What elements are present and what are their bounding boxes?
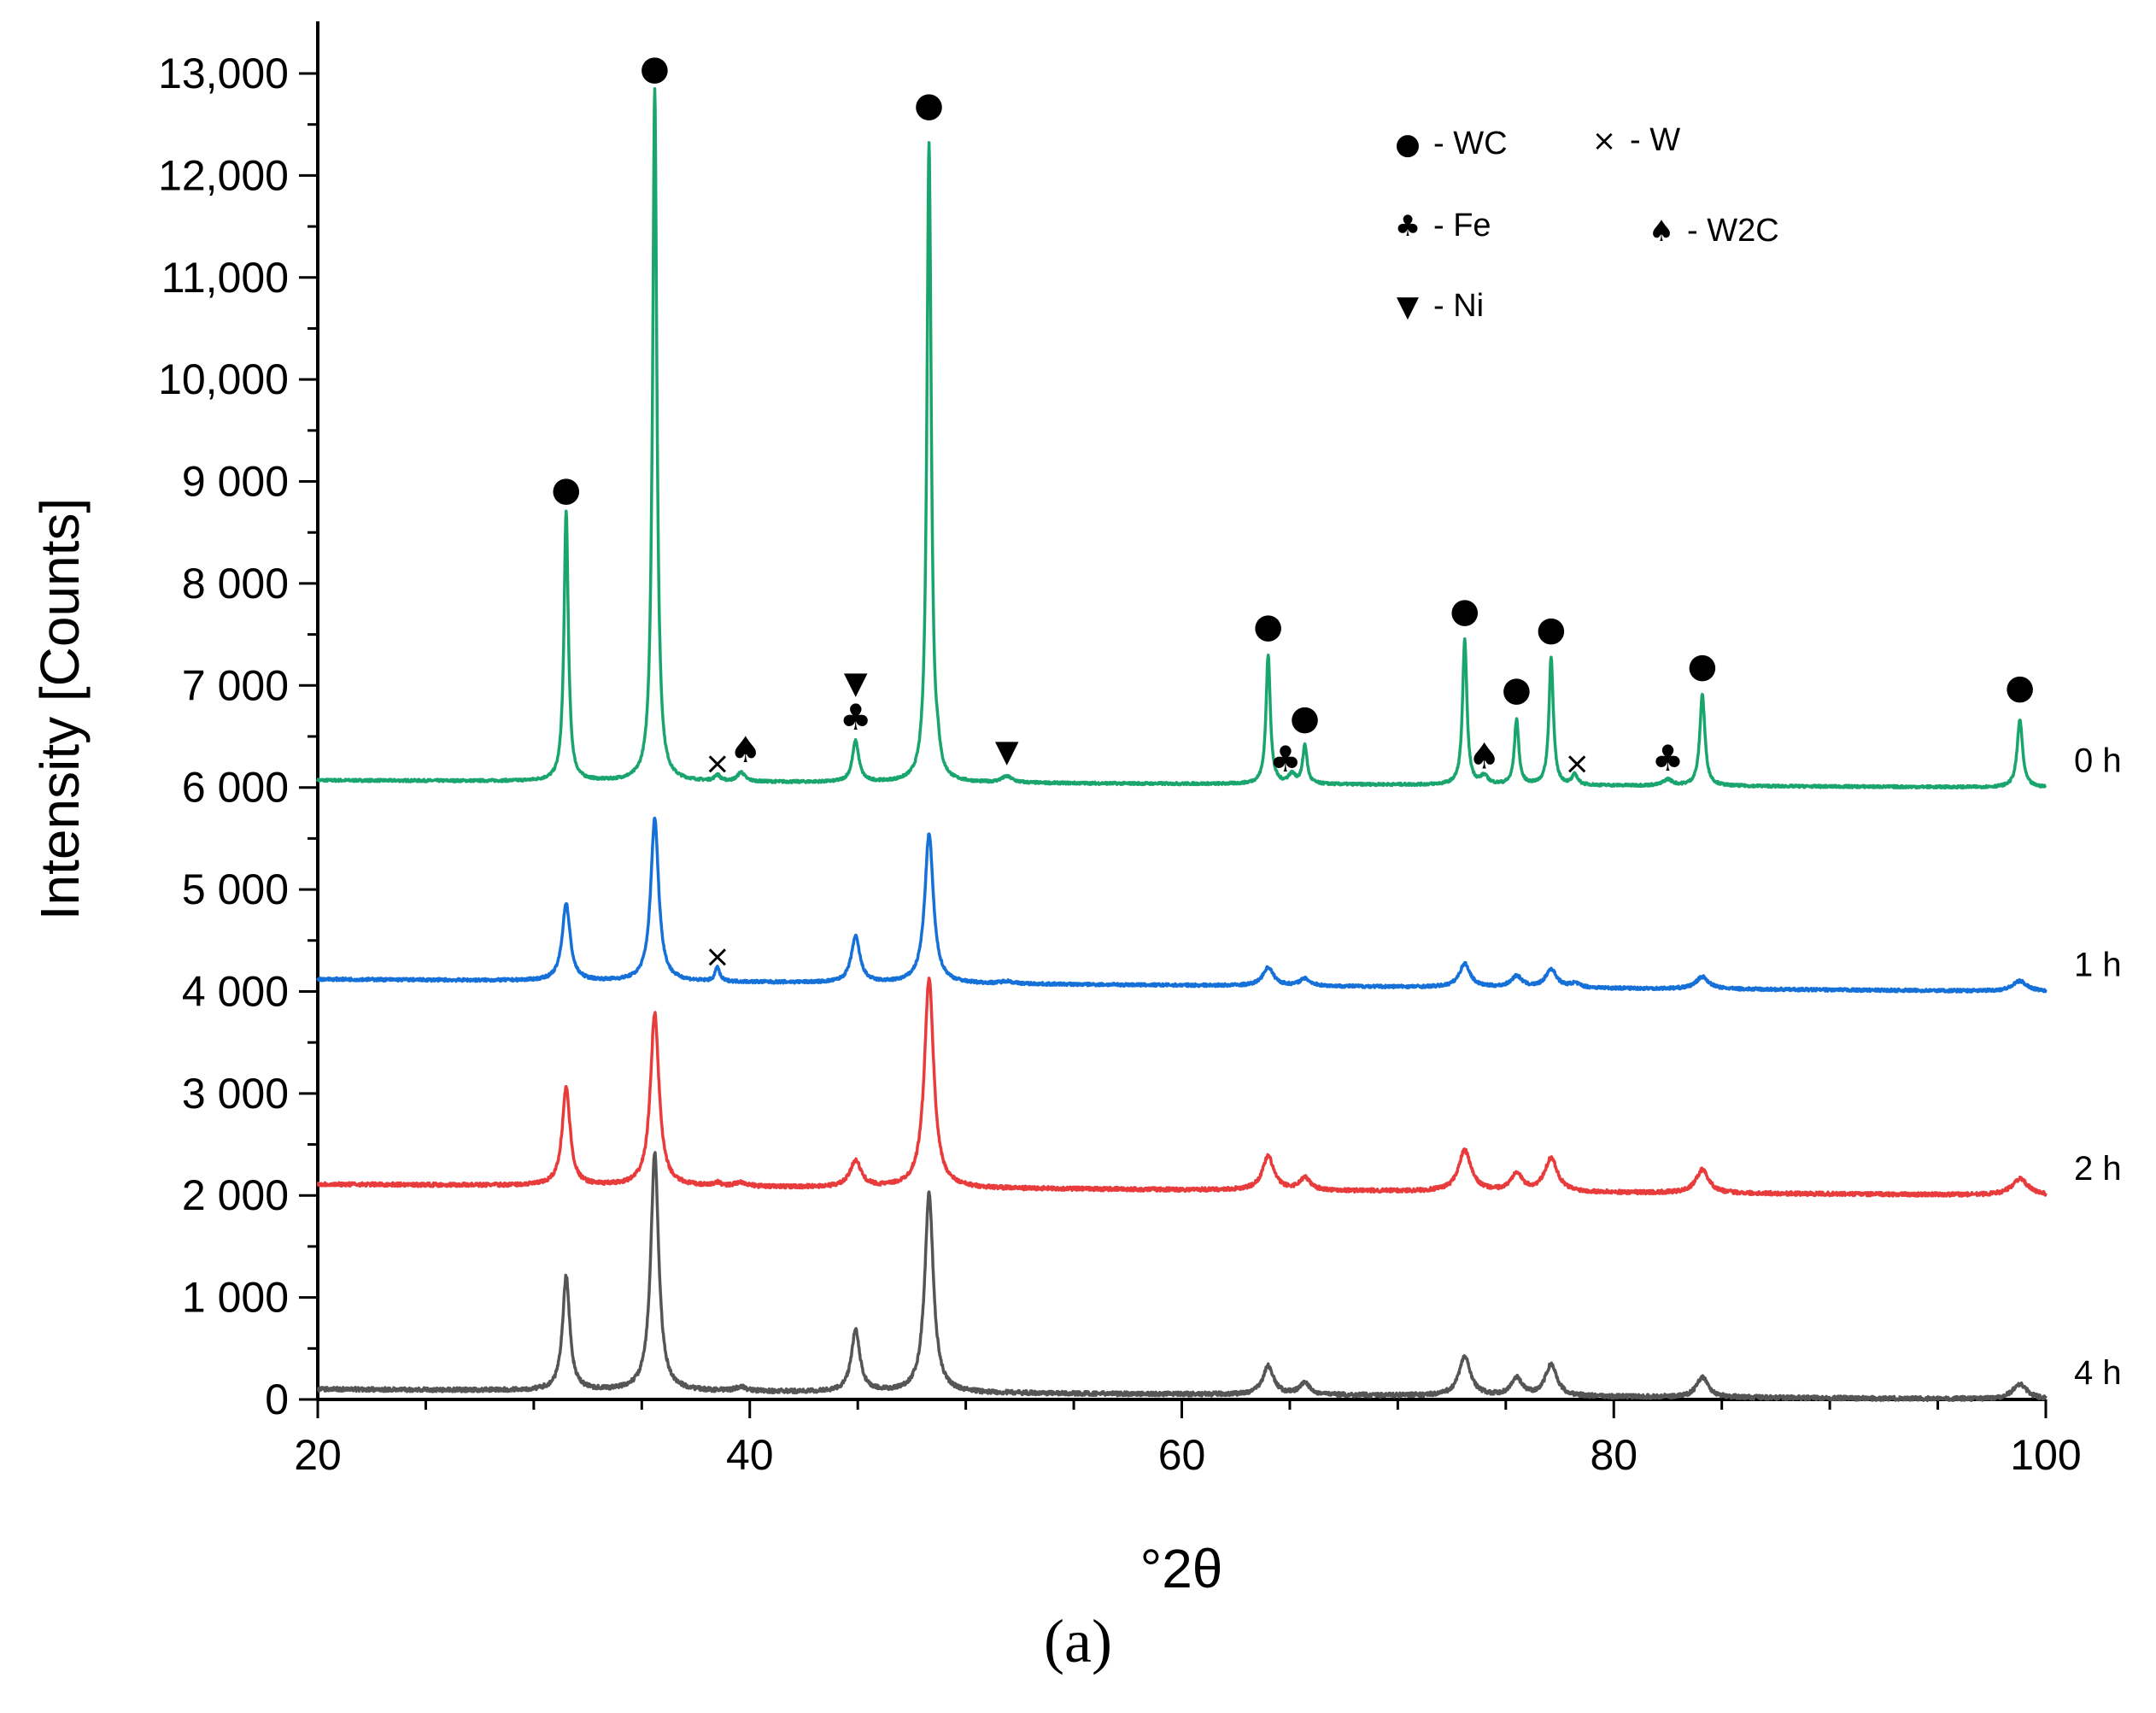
series-label: 2 h (2074, 1150, 2122, 1188)
x-axis-title: °2θ (1140, 1538, 1223, 1599)
figure-caption: (a) (1044, 1607, 1112, 1675)
y-tick-label: 12,000 (158, 151, 289, 199)
wc-marker: ● (1502, 670, 1532, 709)
x-tick-label: 80 (1590, 1431, 1638, 1479)
w-marker: × (705, 747, 730, 782)
legend-label: - W2C (1687, 213, 1779, 249)
series-line-1h (316, 816, 2048, 994)
wc-marker: ● (1536, 609, 1566, 648)
y-tick-label: 1 000 (182, 1274, 289, 1322)
series-line-2h (316, 977, 2048, 1198)
wc-marker: ● (551, 470, 581, 509)
series-line-4h (316, 1151, 2048, 1403)
legend-label: - Ni (1433, 288, 1484, 324)
wc-marker: ● (1687, 646, 1717, 685)
ni-legend-symbol: ▼ (1397, 290, 1420, 324)
y-tick-label: 7 000 (182, 661, 289, 709)
y-tick-label: 8 000 (182, 560, 289, 607)
series-label: 4 h (2074, 1354, 2122, 1392)
ni-marker: ▼ (844, 666, 868, 701)
y-tick-label: 2 000 (182, 1171, 289, 1219)
series-line-0h (316, 87, 2048, 790)
y-tick-label: 10,000 (158, 355, 289, 403)
x-tick-label: 60 (1158, 1431, 1206, 1479)
legend-label: - W (1630, 122, 1680, 158)
y-tick-label: 5 000 (182, 865, 289, 913)
w2c-legend-symbol: ♠ (1649, 214, 1674, 249)
series-label: 1 h (2074, 946, 2122, 983)
fe-marker: ♣ (1652, 737, 1684, 779)
y-tick-label: 4 000 (182, 967, 289, 1015)
wc-marker: ● (1253, 607, 1283, 646)
w2c-marker: ♠ (1468, 735, 1501, 777)
wc-marker: ● (914, 85, 944, 125)
x-tick-label: 100 (2010, 1431, 2081, 1479)
series-label: 0 h (2074, 742, 2122, 780)
fe-legend-symbol: ♣ (1395, 209, 1421, 243)
y-tick-label: 3 000 (182, 1070, 289, 1118)
y-tick-label: 13,000 (158, 50, 289, 97)
y-tick-label: 11,000 (161, 254, 289, 302)
wc-marker: ● (2005, 668, 2035, 707)
y-axis-title: Intensity [Counts] (29, 498, 91, 920)
y-tick-label: 0 (265, 1376, 289, 1423)
legend-label: - Fe (1433, 208, 1491, 243)
ni-marker: ▼ (995, 734, 1019, 769)
wc-legend-symbol: ● (1395, 127, 1421, 161)
w-marker: × (1564, 747, 1590, 782)
fe-marker: ♣ (840, 696, 872, 738)
w2c-marker: ♠ (729, 729, 762, 771)
y-tick-label: 6 000 (182, 764, 289, 812)
wc-marker: ● (1450, 591, 1479, 631)
w-legend-symbol: × (1592, 124, 1617, 158)
x-tick-label: 40 (726, 1431, 774, 1479)
legend-label: - WC (1433, 126, 1508, 161)
x-tick-label: 20 (294, 1431, 342, 1479)
y-tick-label: 9 000 (182, 458, 289, 506)
legend: ● - WC × - W ♣ - Fe ♠ - W2C ▼ - Ni (1395, 122, 1779, 324)
w-marker: × (705, 939, 730, 974)
wc-marker: ● (1290, 698, 1320, 737)
wc-marker: ● (640, 49, 670, 88)
fe-marker: ♣ (1269, 738, 1302, 780)
